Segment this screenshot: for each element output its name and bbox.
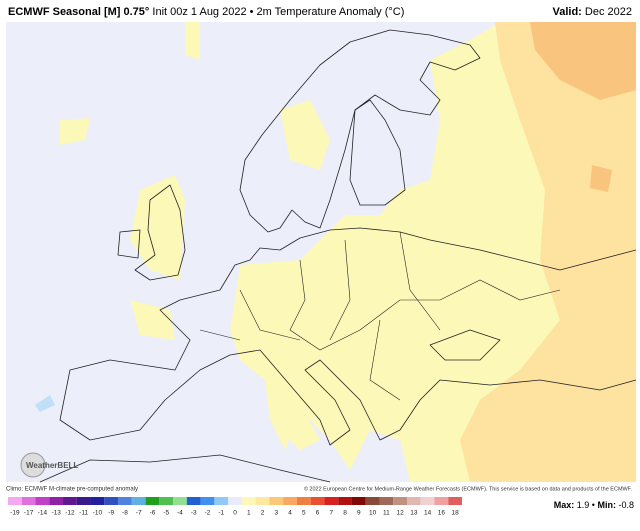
logo-icon <box>20 452 46 478</box>
colorbar-label: 12 <box>396 510 404 517</box>
valid: Valid: Dec 2022 <box>553 6 633 18</box>
colorbar-cell <box>145 497 160 505</box>
map: WeatherBELL <box>6 22 637 483</box>
colorbar-cell <box>448 497 462 505</box>
colorbar-cell <box>393 497 407 505</box>
coast-africa <box>39 454 331 483</box>
colorbar-label: -8 <box>122 510 128 517</box>
colorbar-label: 1 <box>247 510 251 517</box>
anomaly-dark-orange <box>530 22 636 192</box>
min-label: Min: <box>597 500 616 510</box>
copyright: © 2022 European Centre for Medium-Range … <box>304 485 633 492</box>
colorbar-cell <box>118 497 132 505</box>
coast-black-sea <box>429 329 501 361</box>
colorbar-label: 7 <box>329 510 333 517</box>
max-value: 1.9 <box>577 500 590 510</box>
title-bold: ECMWF Seasonal [M] 0.75° <box>8 6 149 18</box>
colorbar-label: 11 <box>383 510 390 517</box>
colorbar-label: 4 <box>288 510 292 517</box>
title-rest: Init 00z 1 Aug 2022 • 2m Temperature Ano… <box>152 6 404 18</box>
colorbar: -19 -17 -14 -13 -12 -11 -10 -9 -8 -7 -6 -5 -4 -3 -2 -1 0… <box>8 497 462 517</box>
valid-value: Dec 2022 <box>585 6 632 18</box>
colorbar-label: 13 <box>410 510 418 517</box>
colorbar-cell <box>296 497 311 505</box>
colorbar-cell <box>283 497 297 505</box>
coast-scandinavia <box>239 29 481 233</box>
colorbar-label: -19 <box>10 510 20 517</box>
colorbar-cell <box>173 497 187 505</box>
colorbar-cell <box>76 497 91 505</box>
colorbar-cell <box>63 497 77 505</box>
colorbar-cell <box>310 497 325 505</box>
colorbar-label: 8 <box>343 510 347 517</box>
colorbar-label: -4 <box>177 510 183 517</box>
valid-label: Valid: <box>553 6 582 18</box>
colorbar-label: 14 <box>424 510 432 517</box>
colorbar-cell <box>406 497 421 505</box>
max-label: Max: <box>554 500 575 510</box>
colorbar-label: -9 <box>108 510 114 517</box>
colorbar-cell <box>90 497 105 505</box>
colorbar-label: -3 <box>191 510 197 517</box>
colorbar-cell <box>8 497 22 505</box>
colorbar-label: -14 <box>38 510 48 517</box>
anomaly-orange <box>460 22 636 482</box>
colorbar-cell <box>420 497 435 505</box>
country-borders <box>199 231 561 401</box>
colorbar-label: 2 <box>261 510 265 517</box>
colorbar-cell <box>379 497 394 505</box>
colorbar-cell <box>434 497 449 505</box>
min-value: -0.8 <box>618 500 634 510</box>
colorbar-label: -5 <box>163 510 169 517</box>
colorbar-label: 16 <box>438 510 446 517</box>
colorbar-cell <box>214 497 229 505</box>
colorbar-cell <box>269 497 284 505</box>
colorbar-label: -17 <box>24 510 34 517</box>
colorbar-label: 9 <box>357 510 361 517</box>
colorbar-label: 5 <box>302 510 306 517</box>
colorbar-label: -6 <box>150 510 156 517</box>
climo-note: Climo: ECMWF M-climate pre-computed anom… <box>6 487 138 493</box>
colorbar-cell <box>186 497 201 505</box>
colorbar-label: -11 <box>79 510 88 517</box>
colorbar-cell <box>35 497 50 505</box>
coast-continent <box>59 227 637 446</box>
coast-finland <box>349 99 406 206</box>
colorbar-label: 6 <box>316 510 320 517</box>
colorbar-cell <box>21 497 36 505</box>
colorbar-cell <box>159 497 174 505</box>
colorbar-cell <box>241 497 256 505</box>
title: ECMWF Seasonal [M] 0.75° Init 00z 1 Aug … <box>8 6 404 18</box>
logo: WeatherBELL <box>26 461 78 470</box>
colorbar-cell <box>255 497 270 505</box>
colorbar-label: 3 <box>274 510 278 517</box>
colorbar-label: -7 <box>136 510 142 517</box>
colorbar-label: 0 <box>233 510 237 517</box>
cool-patch <box>35 395 55 412</box>
colorbar-cell <box>49 497 64 505</box>
colorbar-label: 10 <box>369 510 377 517</box>
colorbar-cell <box>104 497 119 505</box>
colorbar-label: -13 <box>51 510 61 517</box>
colorbar-cell <box>324 497 339 505</box>
colorbar-label: -1 <box>218 510 224 517</box>
colorbar-label: -2 <box>205 510 211 517</box>
coast-british-isles <box>117 184 186 281</box>
colorbar-label: 18 <box>452 510 460 517</box>
colorbar-cell <box>351 497 366 505</box>
colorbar-cell <box>365 497 380 505</box>
colorbar-cell <box>131 497 146 505</box>
colorbar-cell <box>200 497 215 505</box>
stats: Max: 1.9 • Min: -0.8 <box>554 500 634 510</box>
colorbar-label: -10 <box>93 510 103 517</box>
colorbar-label: -12 <box>65 510 75 517</box>
colorbar-cell <box>338 497 352 505</box>
colorbar-cell <box>228 497 242 505</box>
separator: • <box>592 500 595 510</box>
